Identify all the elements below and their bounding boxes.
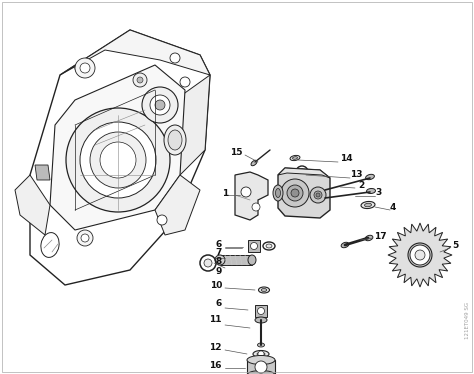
Ellipse shape [365, 203, 372, 207]
Text: 6: 6 [216, 239, 222, 248]
Ellipse shape [365, 235, 373, 241]
Circle shape [204, 259, 212, 267]
Circle shape [75, 63, 85, 73]
Ellipse shape [251, 160, 257, 166]
Circle shape [287, 185, 303, 201]
Circle shape [77, 230, 93, 246]
Ellipse shape [273, 185, 283, 201]
Circle shape [100, 142, 136, 178]
Text: 2: 2 [358, 181, 364, 190]
Ellipse shape [341, 242, 349, 248]
Ellipse shape [215, 255, 225, 265]
Polygon shape [60, 30, 210, 75]
Text: 17: 17 [374, 232, 387, 240]
Ellipse shape [261, 288, 267, 291]
Text: 121ET049 SG: 121ET049 SG [465, 301, 471, 338]
Circle shape [408, 243, 432, 267]
Polygon shape [160, 75, 210, 180]
Circle shape [155, 100, 165, 110]
Ellipse shape [266, 244, 272, 248]
Circle shape [81, 234, 89, 242]
Ellipse shape [275, 188, 281, 197]
Text: 15: 15 [230, 147, 243, 156]
Polygon shape [15, 175, 50, 235]
Ellipse shape [41, 233, 59, 257]
Circle shape [415, 250, 425, 260]
Ellipse shape [258, 287, 270, 293]
Circle shape [258, 351, 264, 357]
Text: 6: 6 [216, 300, 222, 309]
Text: 11: 11 [210, 316, 222, 325]
Text: 9: 9 [216, 267, 222, 276]
Ellipse shape [255, 317, 267, 323]
Circle shape [250, 242, 257, 249]
Text: 4: 4 [390, 202, 396, 212]
Polygon shape [247, 360, 275, 374]
Text: 12: 12 [210, 343, 222, 353]
Ellipse shape [257, 343, 264, 347]
Text: 10: 10 [210, 282, 222, 291]
Ellipse shape [366, 188, 375, 193]
Polygon shape [278, 168, 330, 178]
Text: 1: 1 [222, 188, 228, 197]
Polygon shape [248, 240, 260, 252]
Ellipse shape [292, 157, 298, 159]
Circle shape [80, 63, 90, 73]
Ellipse shape [253, 350, 269, 358]
Polygon shape [220, 255, 252, 265]
Polygon shape [388, 223, 452, 287]
Ellipse shape [247, 371, 275, 374]
Circle shape [410, 245, 430, 265]
Polygon shape [50, 65, 185, 230]
Polygon shape [235, 172, 268, 220]
Circle shape [90, 132, 146, 188]
Circle shape [252, 203, 260, 211]
Circle shape [314, 191, 322, 199]
Circle shape [66, 108, 170, 212]
Circle shape [310, 187, 326, 203]
Text: 16: 16 [210, 361, 222, 370]
Ellipse shape [168, 130, 182, 150]
Circle shape [157, 215, 167, 225]
Polygon shape [255, 305, 267, 317]
Text: 14: 14 [340, 153, 353, 162]
Circle shape [291, 189, 299, 197]
Ellipse shape [290, 155, 300, 160]
Ellipse shape [365, 174, 374, 180]
Polygon shape [35, 165, 50, 180]
Polygon shape [278, 168, 330, 218]
Circle shape [257, 307, 264, 315]
Circle shape [241, 187, 251, 197]
Ellipse shape [257, 352, 265, 356]
Text: 7: 7 [216, 248, 222, 257]
Circle shape [255, 361, 267, 373]
Polygon shape [155, 175, 200, 235]
Circle shape [137, 77, 143, 83]
Circle shape [150, 95, 170, 115]
Circle shape [75, 58, 95, 78]
Ellipse shape [361, 202, 375, 209]
Circle shape [299, 169, 305, 175]
Circle shape [180, 77, 190, 87]
Circle shape [133, 73, 147, 87]
Text: 3: 3 [375, 187, 381, 196]
Ellipse shape [247, 356, 275, 365]
Circle shape [170, 53, 180, 63]
Circle shape [80, 122, 156, 198]
Circle shape [316, 193, 320, 197]
Ellipse shape [164, 125, 186, 155]
Ellipse shape [248, 255, 256, 265]
Text: 5: 5 [452, 240, 458, 249]
Circle shape [80, 233, 90, 243]
Circle shape [142, 87, 178, 123]
Circle shape [281, 179, 309, 207]
Polygon shape [30, 30, 210, 285]
Text: 8: 8 [216, 258, 222, 267]
Text: 13: 13 [350, 169, 363, 178]
